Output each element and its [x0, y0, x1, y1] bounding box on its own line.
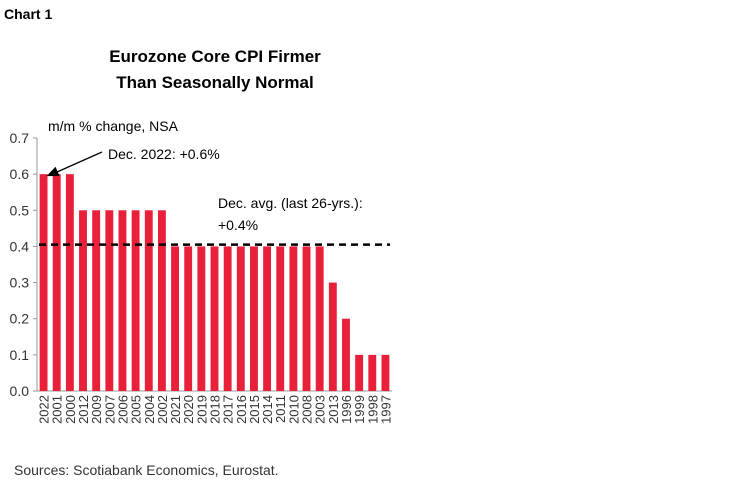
- bar-2003: [315, 246, 324, 391]
- x-tick-labels: 2022200120002012200920072006200520042002…: [37, 395, 394, 424]
- bar-1998: [368, 354, 377, 391]
- y-tick-label: 0.2: [10, 311, 30, 327]
- chart-number-label: Chart 1: [4, 6, 53, 22]
- x-tick-label: 2004: [142, 395, 157, 424]
- x-tick-label: 2001: [50, 395, 65, 424]
- x-tick-label: 2003: [313, 395, 328, 424]
- x-tick-label: 2000: [63, 395, 78, 424]
- y-tick-label: 0.4: [10, 238, 30, 254]
- bar-2010: [289, 246, 298, 391]
- y-axis-label: m/m % change, NSA: [48, 118, 179, 134]
- x-tick-label: 2013: [326, 395, 341, 424]
- dec-2022-annotation: Dec. 2022: +0.6%: [108, 146, 220, 162]
- x-tick-label: 2014: [260, 395, 275, 424]
- bar-2019: [197, 246, 206, 391]
- x-tick-label: 2011: [273, 395, 288, 423]
- chart-title: Eurozone Core CPI Firmer Than Seasonally…: [40, 44, 390, 96]
- bar-2014: [263, 246, 272, 391]
- x-tick-label: 2016: [234, 395, 249, 424]
- bar-2021: [171, 246, 179, 391]
- x-tick-label: 2009: [89, 395, 104, 424]
- bar-2005: [131, 210, 140, 391]
- x-tick-label: 1998: [365, 395, 380, 424]
- bar-2002: [157, 210, 166, 391]
- bar-2012: [79, 210, 87, 391]
- chart-title-line-1: Eurozone Core CPI Firmer: [109, 47, 321, 66]
- bar-2022: [39, 174, 48, 391]
- bar-2017: [223, 246, 232, 391]
- x-tick-label: 2002: [155, 395, 170, 424]
- y-tick-label: 0.6: [10, 166, 30, 182]
- bar-1999: [355, 354, 364, 391]
- bar-2018: [210, 246, 219, 391]
- bar-2016: [236, 246, 245, 391]
- bar-2000: [65, 174, 74, 391]
- bar-2013: [328, 282, 337, 391]
- bar-2001: [52, 174, 61, 391]
- sources-note: Sources: Scotiabank Economics, Eurostat.: [14, 462, 279, 478]
- x-tick-label: 2021: [168, 395, 183, 424]
- x-tick-label: 2020: [181, 395, 196, 424]
- average-label-line-1: Dec. avg. (last 26-yrs.):: [218, 195, 363, 211]
- bars-group: [39, 174, 390, 391]
- bar-2004: [144, 210, 153, 391]
- bar-2007: [105, 210, 114, 391]
- bar-2008: [302, 246, 311, 391]
- chart-title-line-2: Than Seasonally Normal: [116, 73, 314, 92]
- x-tick-label: 2018: [208, 395, 223, 424]
- x-tick-label: 2019: [194, 395, 209, 424]
- x-tick-label: 1996: [339, 395, 354, 424]
- bar-1996: [342, 318, 350, 391]
- y-tick-label: 0.1: [10, 347, 30, 363]
- overlay-group: [39, 151, 390, 246]
- x-tick-label: 2010: [286, 395, 301, 424]
- bar-2020: [184, 246, 193, 391]
- x-tick-label: 1997: [378, 395, 393, 424]
- y-tick-label: 0.3: [10, 275, 30, 291]
- bar-2009: [92, 210, 101, 391]
- annotation-arrow-line: [54, 151, 103, 174]
- x-tick-label: 2022: [37, 395, 52, 424]
- annotation-arrow-head: [46, 166, 60, 177]
- x-tick-label: 2015: [247, 395, 262, 424]
- x-tick-label: 2006: [115, 395, 130, 424]
- x-tick-label: 2017: [221, 395, 236, 424]
- x-tick-label: 2007: [102, 395, 117, 424]
- x-tick-label: 2008: [300, 395, 315, 424]
- x-tick-label: 2012: [76, 395, 91, 424]
- bar-2015: [250, 246, 258, 391]
- x-tick-label: 2005: [129, 395, 144, 424]
- bar-1997: [381, 354, 390, 391]
- average-label-line-2: +0.4%: [218, 217, 258, 233]
- y-tick-label: 0.5: [10, 202, 30, 218]
- bar-2011: [276, 246, 285, 391]
- y-tick-label: 0.0: [10, 383, 30, 399]
- x-tick-label: 1999: [352, 395, 367, 424]
- bar-2006: [118, 210, 127, 391]
- y-axis: 0.0 0.1 0.2 0.3 0.4 0.5 0.6 0.7: [10, 130, 392, 399]
- y-tick-label: 0.7: [10, 130, 30, 146]
